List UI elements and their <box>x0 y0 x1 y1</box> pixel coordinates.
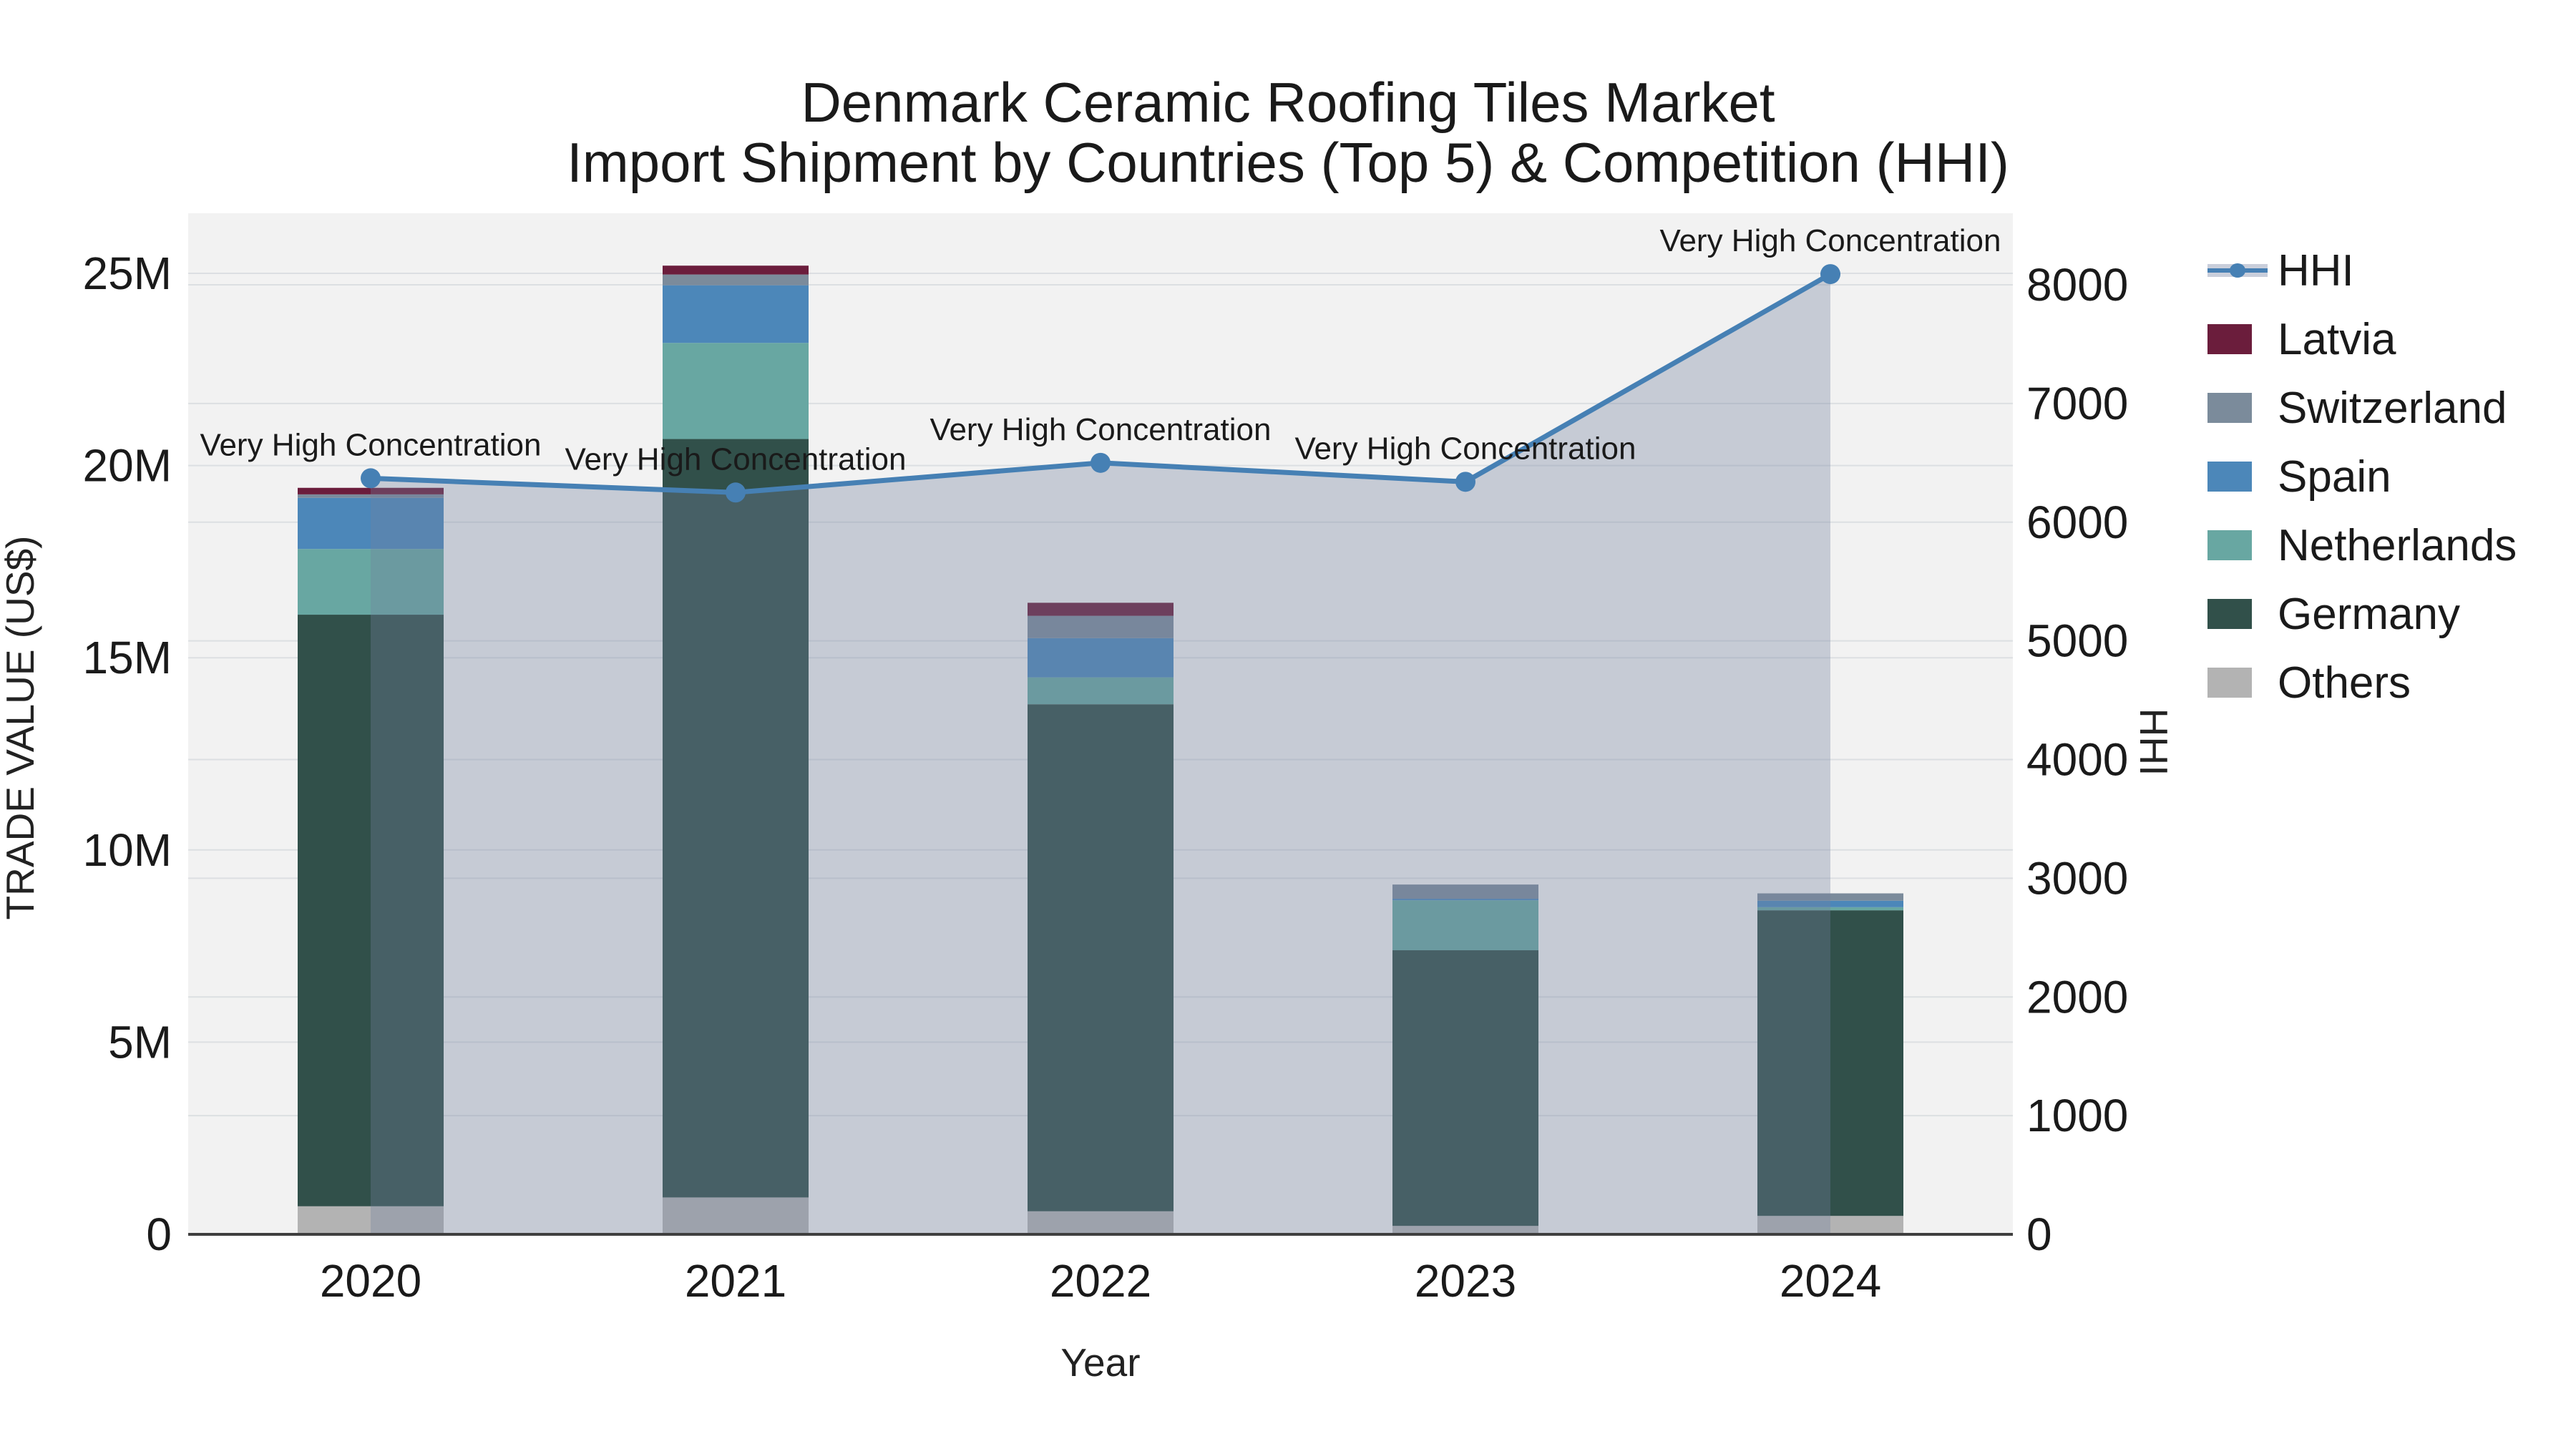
legend-label: Switzerland <box>2278 383 2507 433</box>
x-tick-2024: 2024 <box>1780 1255 1881 1307</box>
x-axis-title: Year <box>1060 1340 1141 1385</box>
bar-segment-others-2020[interactable] <box>298 1206 444 1234</box>
legend-swatch-icon <box>2207 462 2252 492</box>
y-left-tick-10M: 10M <box>83 824 172 876</box>
annotation-2021: Very High Concentration <box>565 441 907 477</box>
bar-segment-germany-2021[interactable] <box>663 439 809 1198</box>
bar-segment-netherlands-2022[interactable] <box>1028 677 1174 705</box>
bar-segment-spain-2024[interactable] <box>1757 900 1903 907</box>
x-tick-2021: 2021 <box>685 1255 786 1307</box>
hhi-line-swatch-icon <box>2207 255 2268 286</box>
bar-segment-netherlands-2020[interactable] <box>298 549 444 615</box>
y-right-tick-3000: 3000 <box>2026 852 2128 904</box>
y-left-tick-0: 0 <box>146 1209 172 1260</box>
bar-segment-latvia-2020[interactable] <box>298 487 444 494</box>
bar-segment-others-2021[interactable] <box>663 1197 809 1234</box>
bar-segment-others-2023[interactable] <box>1392 1226 1538 1234</box>
y-right-tick-8000: 8000 <box>2026 259 2128 311</box>
bar-segment-germany-2023[interactable] <box>1392 950 1538 1226</box>
bar-segment-germany-2022[interactable] <box>1028 704 1174 1211</box>
annotation-2024: Very High Concentration <box>1660 223 2001 258</box>
legend-swatch-icon <box>2207 530 2252 560</box>
legend-label: Others <box>2278 658 2411 708</box>
x-tick-2023: 2023 <box>1415 1255 1516 1307</box>
chart-subtitle: Import Shipment by Countries (Top 5) & C… <box>567 131 2009 194</box>
bar-segment-netherlands-2023[interactable] <box>1392 900 1538 951</box>
bar-segment-switzerland-2023[interactable] <box>1392 884 1538 899</box>
legend-label: Latvia <box>2278 314 2396 364</box>
bar-segment-others-2022[interactable] <box>1028 1211 1174 1234</box>
y-right-tick-7000: 7000 <box>2026 378 2128 429</box>
legend-label: Germany <box>2278 589 2460 639</box>
y-left-tick-20M: 20M <box>83 440 172 492</box>
y-left-tick-15M: 15M <box>83 632 172 683</box>
annotation-2020: Very High Concentration <box>200 427 542 462</box>
y-right-tick-4000: 4000 <box>2026 734 2128 786</box>
bar-segment-netherlands-2024[interactable] <box>1757 907 1903 911</box>
hhi-area-fill <box>371 274 1830 1234</box>
hhi-marker-2022[interactable] <box>1091 452 1111 473</box>
legend-item-netherlands[interactable]: Netherlands <box>2207 511 2517 580</box>
y-right-tick-6000: 6000 <box>2026 497 2128 548</box>
legend: HHI Latvia Switzerland Spain Netherlands Germ… <box>2207 236 2517 717</box>
bar-segment-spain-2020[interactable] <box>298 497 444 550</box>
bar-segment-latvia-2021[interactable] <box>663 265 809 275</box>
y-right-tick-2000: 2000 <box>2026 971 2128 1023</box>
legend-item-germany[interactable]: Germany <box>2207 580 2517 648</box>
legend-item-others[interactable]: Others <box>2207 648 2517 717</box>
hhi-marker-2024[interactable] <box>1820 264 1840 285</box>
hhi-marker-2023[interactable] <box>1455 472 1475 492</box>
bar-segment-switzerland-2020[interactable] <box>298 494 444 498</box>
legend-swatch-icon <box>2207 599 2252 629</box>
hhi-marker-2021[interactable] <box>726 482 746 503</box>
legend-label: Netherlands <box>2278 520 2517 570</box>
legend-dot <box>2230 263 2245 278</box>
bar-segment-netherlands-2021[interactable] <box>663 343 809 439</box>
annotation-2023: Very High Concentration <box>1295 431 1636 466</box>
y-right-tick-1000: 1000 <box>2026 1090 2128 1141</box>
x-tick-2020: 2020 <box>320 1255 421 1307</box>
legend-item-spain[interactable]: Spain <box>2207 442 2517 511</box>
y-left-tick-5M: 5M <box>108 1016 172 1068</box>
legend-swatch-icon <box>2207 668 2252 698</box>
y-left-tick-25M: 25M <box>83 248 172 299</box>
bar-segment-switzerland-2024[interactable] <box>1757 893 1903 901</box>
hhi-marker-2020[interactable] <box>361 468 381 489</box>
legend-label: Spain <box>2278 452 2391 502</box>
bar-segment-latvia-2022[interactable] <box>1028 602 1174 616</box>
x-tick-2022: 2022 <box>1050 1255 1151 1307</box>
bar-segment-spain-2023[interactable] <box>1392 899 1538 901</box>
bar-segment-germany-2020[interactable] <box>298 615 444 1206</box>
bar-segment-spain-2021[interactable] <box>663 285 809 343</box>
y-right-tick-0: 0 <box>2026 1209 2052 1260</box>
chart-title: Denmark Ceramic Roofing Tiles Market <box>801 71 1775 134</box>
bar-segment-germany-2024[interactable] <box>1757 910 1903 1216</box>
legend-item-switzerland[interactable]: Switzerland <box>2207 374 2517 442</box>
bar-segment-others-2024[interactable] <box>1757 1216 1903 1234</box>
legend-swatch-icon <box>2207 393 2252 423</box>
annotation-2022: Very High Concentration <box>930 412 1272 447</box>
legend-label: HHI <box>2278 245 2354 296</box>
bar-segment-spain-2022[interactable] <box>1028 638 1174 678</box>
y-right-tick-5000: 5000 <box>2026 615 2128 667</box>
bar-segment-switzerland-2022[interactable] <box>1028 615 1174 638</box>
bar-segment-switzerland-2021[interactable] <box>663 274 809 286</box>
legend-item-hhi[interactable]: HHI <box>2207 236 2517 305</box>
legend-item-latvia[interactable]: Latvia <box>2207 305 2517 374</box>
legend-swatch-icon <box>2207 324 2252 354</box>
